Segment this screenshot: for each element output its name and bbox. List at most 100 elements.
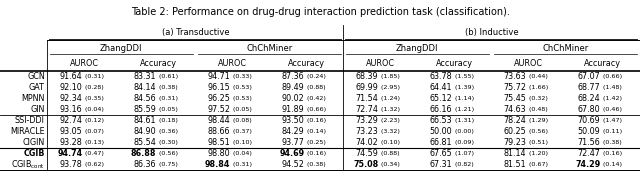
- Text: SSI-DDI: SSI-DDI: [15, 116, 45, 125]
- Text: (0.12): (0.12): [83, 118, 104, 123]
- Text: (b) Inductive: (b) Inductive: [465, 28, 518, 37]
- Text: (0.13): (0.13): [83, 140, 104, 145]
- Text: (0.31): (0.31): [83, 74, 104, 79]
- Text: (0.38): (0.38): [601, 140, 622, 145]
- Text: 93.77: 93.77: [282, 138, 305, 147]
- Text: AUROC: AUROC: [366, 59, 395, 68]
- Text: 73.23: 73.23: [356, 127, 378, 136]
- Text: 92.34: 92.34: [60, 94, 83, 103]
- Text: 94.74: 94.74: [58, 149, 83, 158]
- Text: (0.46): (0.46): [601, 107, 622, 112]
- Text: CGIB: CGIB: [23, 149, 45, 158]
- Text: ZhangDDI: ZhangDDI: [100, 44, 143, 53]
- Text: MPNN: MPNN: [21, 94, 45, 103]
- Text: 74.29: 74.29: [575, 160, 600, 169]
- Text: (0.47): (0.47): [83, 151, 104, 156]
- Text: 78.24: 78.24: [504, 116, 527, 125]
- Text: (0.00): (0.00): [453, 129, 474, 134]
- Text: (0.88): (0.88): [305, 85, 326, 90]
- Text: 96.25: 96.25: [207, 94, 230, 103]
- Text: 91.64: 91.64: [60, 72, 83, 81]
- Text: (0.07): (0.07): [83, 129, 104, 134]
- Text: (0.38): (0.38): [157, 85, 178, 90]
- Text: (0.36): (0.36): [157, 129, 178, 134]
- Text: (0.09): (0.09): [453, 140, 474, 145]
- Text: (1.32): (1.32): [379, 107, 400, 112]
- Text: 86.88: 86.88: [131, 149, 156, 158]
- Text: (0.56): (0.56): [527, 129, 548, 134]
- Text: 66.81: 66.81: [430, 138, 452, 147]
- Text: (2.95): (2.95): [379, 85, 400, 90]
- Text: 81.14: 81.14: [504, 149, 527, 158]
- Text: 71.56: 71.56: [578, 138, 600, 147]
- Text: 68.77: 68.77: [578, 83, 600, 92]
- Text: 93.50: 93.50: [282, 116, 305, 125]
- Text: (0.30): (0.30): [157, 140, 178, 145]
- Text: (1.29): (1.29): [527, 118, 548, 123]
- Text: 50.09: 50.09: [578, 127, 600, 136]
- Text: (a) Transductive: (a) Transductive: [161, 28, 229, 37]
- Text: 69.99: 69.99: [356, 83, 378, 92]
- Text: (1.20): (1.20): [527, 151, 548, 156]
- Text: (0.34): (0.34): [379, 162, 400, 167]
- Text: (0.33): (0.33): [231, 74, 252, 79]
- Text: 87.36: 87.36: [282, 72, 305, 81]
- Text: AUROC: AUROC: [218, 59, 247, 68]
- Text: Accuracy: Accuracy: [584, 59, 621, 68]
- Text: (0.10): (0.10): [379, 140, 400, 145]
- Text: 50.00: 50.00: [430, 127, 452, 136]
- Text: 73.29: 73.29: [356, 116, 378, 125]
- Text: ZhangDDI: ZhangDDI: [396, 44, 438, 53]
- Text: 81.51: 81.51: [504, 160, 527, 169]
- Text: 68.24: 68.24: [578, 94, 600, 103]
- Text: (0.67): (0.67): [527, 162, 548, 167]
- Text: (0.32): (0.32): [527, 96, 548, 101]
- Text: (0.48): (0.48): [527, 107, 548, 112]
- Text: GAT: GAT: [29, 83, 45, 92]
- Text: (0.16): (0.16): [305, 118, 326, 123]
- Text: 93.05: 93.05: [60, 127, 83, 136]
- Text: 92.74: 92.74: [60, 116, 83, 125]
- Text: 75.08: 75.08: [353, 160, 378, 169]
- Text: (1.85): (1.85): [379, 74, 400, 79]
- Text: (0.24): (0.24): [305, 74, 326, 79]
- Text: 84.90: 84.90: [134, 127, 156, 136]
- Text: 94.69: 94.69: [279, 149, 305, 158]
- Text: (2.23): (2.23): [379, 118, 400, 123]
- Text: (0.31): (0.31): [157, 96, 178, 101]
- Text: 98.51: 98.51: [208, 138, 230, 147]
- Text: 79.23: 79.23: [504, 138, 527, 147]
- Text: 66.53: 66.53: [430, 116, 452, 125]
- Text: (0.88): (0.88): [379, 151, 400, 156]
- Text: (0.08): (0.08): [231, 118, 252, 123]
- Text: (0.18): (0.18): [157, 118, 178, 123]
- Text: 94.71: 94.71: [208, 72, 230, 81]
- Text: 75.72: 75.72: [504, 83, 527, 92]
- Text: 89.49: 89.49: [282, 83, 305, 92]
- Text: ChChMiner: ChChMiner: [542, 44, 589, 53]
- Text: (0.10): (0.10): [231, 140, 252, 145]
- Text: 83.31: 83.31: [134, 72, 156, 81]
- Text: 85.59: 85.59: [134, 105, 156, 114]
- Text: 60.25: 60.25: [504, 127, 527, 136]
- Text: 67.07: 67.07: [578, 72, 600, 81]
- Text: 88.66: 88.66: [208, 127, 230, 136]
- Text: 92.10: 92.10: [60, 83, 83, 92]
- Text: AUROC: AUROC: [514, 59, 543, 68]
- Text: (0.82): (0.82): [453, 162, 474, 167]
- Text: 64.41: 64.41: [430, 83, 452, 92]
- Text: 74.63: 74.63: [504, 105, 527, 114]
- Text: 98.80: 98.80: [208, 149, 230, 158]
- Text: Table 2: Performance on drug-drug interaction prediction task (classification).: Table 2: Performance on drug-drug intera…: [131, 7, 509, 18]
- Text: (0.16): (0.16): [305, 151, 326, 156]
- Text: (1.24): (1.24): [379, 96, 400, 101]
- Text: Accuracy: Accuracy: [140, 59, 177, 68]
- Text: 71.54: 71.54: [356, 94, 378, 103]
- Text: 84.56: 84.56: [134, 94, 156, 103]
- Text: CGIB$_\mathregular{cont}$: CGIB$_\mathregular{cont}$: [11, 159, 45, 171]
- Text: (0.44): (0.44): [527, 74, 548, 79]
- Text: (0.37): (0.37): [231, 129, 252, 134]
- Text: (0.61): (0.61): [157, 74, 178, 79]
- Text: (0.53): (0.53): [231, 85, 252, 90]
- Text: 94.52: 94.52: [282, 160, 305, 169]
